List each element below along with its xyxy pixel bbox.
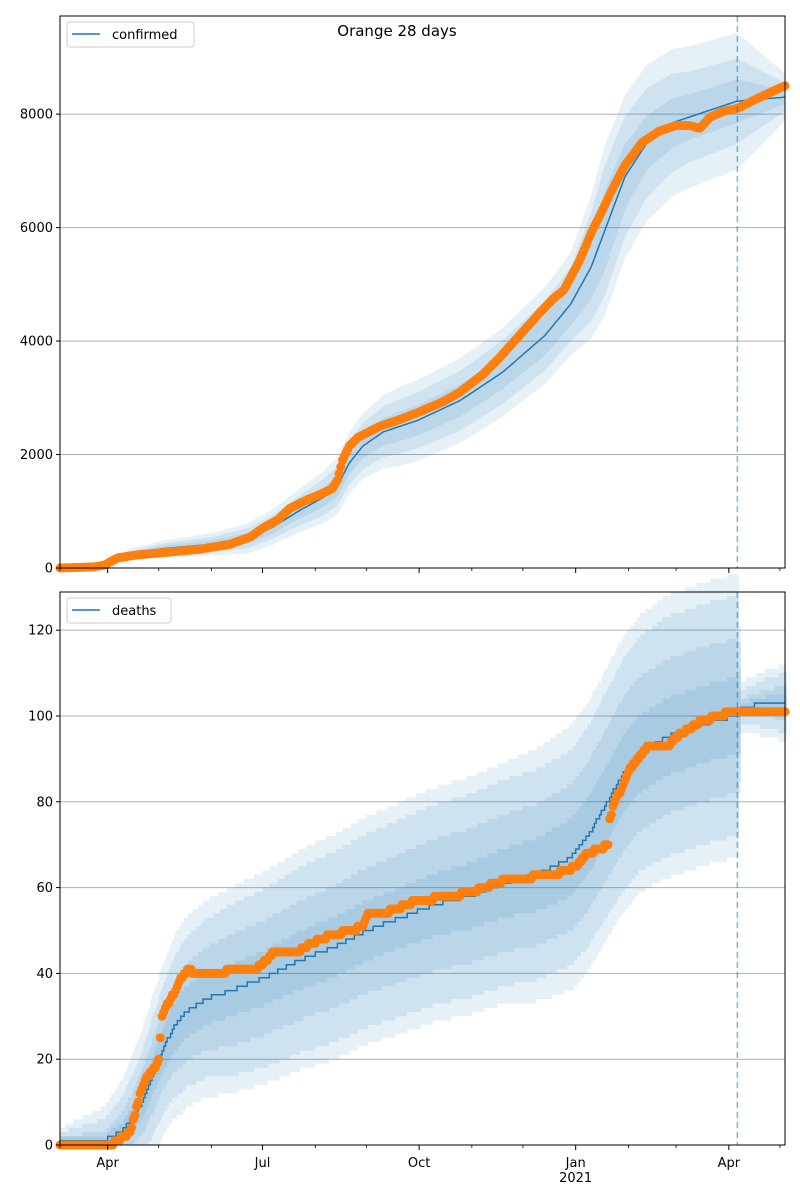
legend-label: deaths <box>112 604 157 619</box>
observed-point <box>133 1097 143 1107</box>
uncertainty-band-2 <box>60 638 787 1145</box>
y-tick-label: 0 <box>45 562 53 577</box>
observed-point <box>606 810 616 820</box>
x-tick-label: Apr <box>96 1156 119 1171</box>
y-tick-label: 60 <box>36 881 53 896</box>
confirmed-panel: 0 2000 4000 6000 8000 confirmed <box>20 15 790 577</box>
y-tick-label: 120 <box>28 624 53 639</box>
y-tick-label: 8000 <box>20 108 53 123</box>
x-tick-label: 2021 <box>559 1171 592 1186</box>
observed-points <box>55 81 790 573</box>
legend: deaths <box>66 597 172 624</box>
uncertainty-band-0 <box>60 574 787 1145</box>
legend: confirmed <box>66 21 195 48</box>
observed-point <box>603 840 613 850</box>
observed-point <box>127 1123 136 1133</box>
observed-point <box>130 1110 140 1120</box>
x-tick-label: Jul <box>254 1156 271 1171</box>
uncertainty-band-1 <box>60 595 787 1145</box>
x-tick-label: Apr <box>718 1156 741 1171</box>
x-tick-label: Jan <box>565 1156 586 1171</box>
chart-title: Orange 28 days <box>337 22 457 40</box>
y-tick-label: 80 <box>36 795 53 810</box>
legend-box <box>66 21 195 48</box>
observed-point <box>155 1033 165 1043</box>
y-tick-label: 6000 <box>20 221 53 236</box>
uncertainty-band-3 <box>60 677 787 1145</box>
uncertainty-band-1 <box>60 58 785 568</box>
observed-points <box>55 707 790 1150</box>
y-tick-label: 20 <box>36 1053 53 1068</box>
observed-point <box>154 1054 164 1064</box>
y-tick-label: 2000 <box>20 448 53 463</box>
axes-frame <box>59 15 786 569</box>
x-tick-label: Oct <box>408 1156 430 1171</box>
uncertainty-band-0 <box>60 33 785 568</box>
axes-frame <box>59 591 786 1146</box>
y-tick-label: 4000 <box>20 335 53 350</box>
y-tick-label: 100 <box>28 709 53 724</box>
y-tick-label: 40 <box>36 967 53 982</box>
legend-label: confirmed <box>112 28 178 43</box>
legend-box <box>66 597 172 624</box>
y-tick-label: 0 <box>45 1139 53 1154</box>
